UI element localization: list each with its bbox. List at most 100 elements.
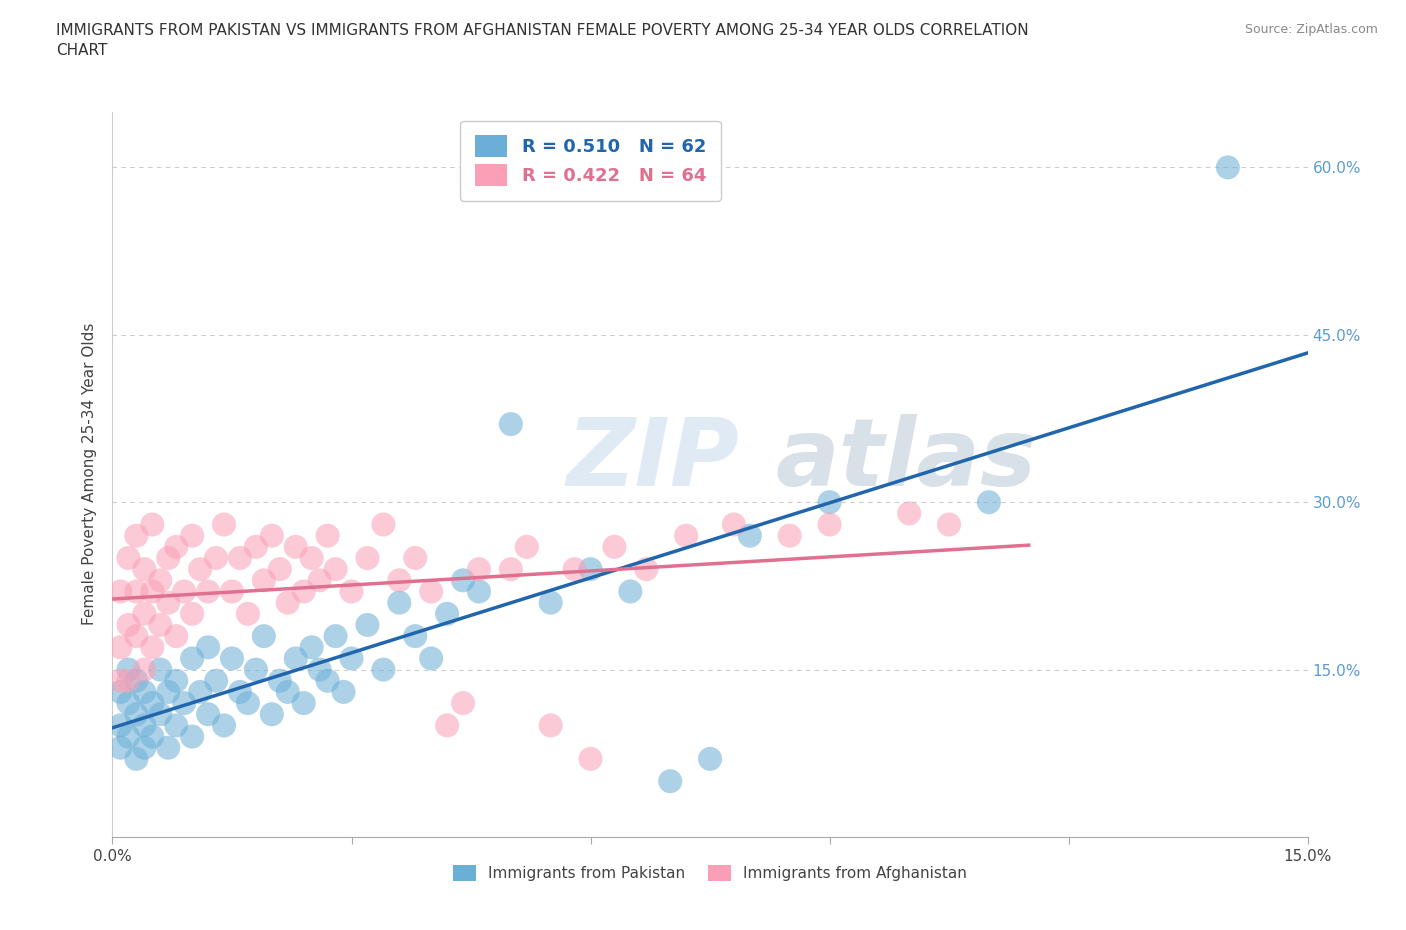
Point [110, 684, 132, 699]
Point [468, 584, 491, 599]
Point [779, 528, 801, 543]
Point [173, 696, 195, 711]
Text: IMMIGRANTS FROM PAKISTAN VS IMMIGRANTS FROM AFGHANISTAN FEMALE POVERTY AMONG 25-: IMMIGRANTS FROM PAKISTAN VS IMMIGRANTS F… [56, 23, 1029, 58]
Point [117, 618, 139, 632]
Point [125, 707, 148, 722]
Point [125, 751, 148, 766]
Point [451, 696, 474, 711]
Point [181, 651, 204, 666]
Point [125, 629, 148, 644]
Point [117, 696, 139, 711]
Point [308, 662, 330, 677]
Point [388, 595, 411, 610]
Point [149, 618, 172, 632]
Legend: Immigrants from Pakistan, Immigrants from Afghanistan: Immigrants from Pakistan, Immigrants fro… [447, 859, 973, 887]
Point [277, 595, 299, 610]
Point [134, 562, 156, 577]
Point [619, 584, 641, 599]
Point [245, 662, 267, 677]
Point [157, 595, 180, 610]
Point [125, 528, 148, 543]
Point [332, 684, 354, 699]
Point [134, 606, 156, 621]
Point [157, 740, 180, 755]
Point [110, 584, 132, 599]
Point [636, 562, 658, 577]
Point [540, 718, 562, 733]
Point [373, 517, 395, 532]
Point [141, 696, 163, 711]
Point [110, 718, 132, 733]
Point [373, 662, 395, 677]
Point [269, 562, 291, 577]
Point [229, 684, 252, 699]
Point [134, 740, 156, 755]
Point [356, 618, 378, 632]
Point [938, 517, 960, 532]
Point [818, 495, 841, 510]
Point [499, 417, 522, 432]
Point [468, 562, 491, 577]
Point [165, 629, 187, 644]
Point [308, 573, 330, 588]
Point [292, 584, 315, 599]
Point [117, 729, 139, 744]
Point [117, 662, 139, 677]
Point [436, 606, 458, 621]
Point [284, 651, 307, 666]
Point [165, 673, 187, 688]
Text: Source: ZipAtlas.com: Source: ZipAtlas.com [1244, 23, 1378, 36]
Point [316, 528, 339, 543]
Point [110, 640, 132, 655]
Point [236, 696, 259, 711]
Point [125, 584, 148, 599]
Point [197, 707, 219, 722]
Point [723, 517, 745, 532]
Point [212, 517, 235, 532]
Point [260, 707, 283, 722]
Point [181, 606, 204, 621]
Point [340, 651, 363, 666]
Point [1216, 160, 1239, 175]
Point [165, 539, 187, 554]
Point [205, 673, 228, 688]
Point [149, 662, 172, 677]
Point [188, 684, 211, 699]
Point [699, 751, 721, 766]
Point [340, 584, 363, 599]
Point [221, 651, 243, 666]
Point [134, 684, 156, 699]
Point [420, 651, 443, 666]
Point [141, 640, 163, 655]
Point [117, 551, 139, 565]
Point [277, 684, 299, 699]
Point [436, 718, 458, 733]
Point [301, 640, 323, 655]
Point [579, 562, 602, 577]
Point [205, 551, 228, 565]
Point [898, 506, 921, 521]
Point [451, 573, 474, 588]
Point [173, 584, 195, 599]
Point [245, 539, 267, 554]
Point [253, 573, 276, 588]
Point [404, 551, 426, 565]
Point [134, 662, 156, 677]
Text: ZIP: ZIP [567, 414, 740, 506]
Point [564, 562, 586, 577]
Point [818, 517, 841, 532]
Point [134, 718, 156, 733]
Point [125, 673, 148, 688]
Point [212, 718, 235, 733]
Point [253, 629, 276, 644]
Point [141, 729, 163, 744]
Point [579, 751, 602, 766]
Point [420, 584, 443, 599]
Point [540, 595, 562, 610]
Point [284, 539, 307, 554]
Point [388, 573, 411, 588]
Point [165, 718, 187, 733]
Point [269, 673, 291, 688]
Point [221, 584, 243, 599]
Point [404, 629, 426, 644]
